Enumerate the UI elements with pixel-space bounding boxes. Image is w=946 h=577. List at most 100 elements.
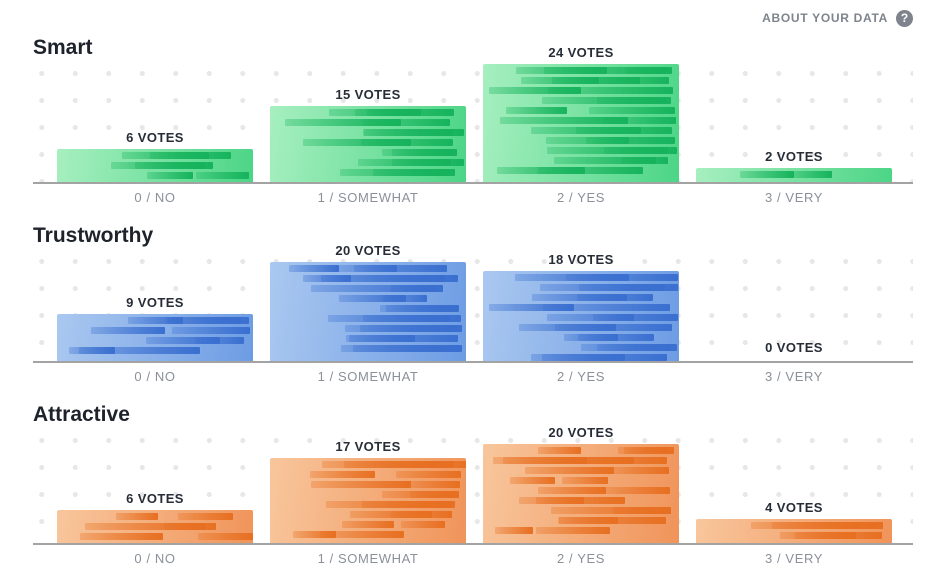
axis-labels: 0 / NO 1 / SOMEWHAT 2 / YES 3 / VERY	[33, 184, 913, 210]
plot-area: 6 VOTES 17 VOTES 20 VOTES 4 VOTES	[33, 425, 913, 545]
vote-streak	[506, 107, 567, 114]
bar-2-yes[interactable]	[483, 271, 679, 361]
vote-streak	[166, 317, 249, 324]
axis-labels: 0 / NO 1 / SOMEWHAT 2 / YES 3 / VERY	[33, 363, 913, 389]
vote-count-label: 6 VOTES	[126, 130, 184, 145]
vote-streak	[542, 97, 667, 104]
vote-streak	[311, 481, 411, 488]
vote-streak	[391, 285, 436, 292]
axis-label-2-yes: 2 / YES	[556, 551, 606, 566]
vote-streak	[339, 295, 406, 302]
vote-streak	[196, 172, 249, 179]
bar-0-no[interactable]	[57, 314, 253, 361]
vote-streak	[320, 531, 404, 538]
vote-streak	[85, 523, 206, 530]
vote-streak	[751, 522, 883, 529]
vote-streak	[322, 461, 439, 468]
axis-label-2-yes: 2 / YES	[556, 190, 606, 205]
vote-streak	[346, 335, 415, 342]
vote-streak	[128, 317, 183, 324]
bar-2-yes[interactable]	[483, 64, 679, 182]
vote-streak	[586, 137, 629, 144]
vote-streak	[566, 274, 678, 281]
vote-streak	[135, 162, 213, 169]
vote-count-label: 20 VOTES	[335, 243, 401, 258]
vote-streak	[303, 139, 411, 146]
axis-label-1-somewhat: 1 / SOMEWHAT	[317, 190, 419, 205]
vote-streak	[373, 169, 449, 176]
axis-label-2-yes: 2 / YES	[556, 369, 606, 384]
vote-streak	[364, 129, 453, 136]
bar-0-no[interactable]	[57, 510, 253, 543]
axis-label-0-no: 0 / NO	[134, 190, 176, 205]
about-your-data-link[interactable]: ABOUT YOUR DATA	[762, 11, 888, 25]
axis-label-3-very: 3 / VERY	[764, 190, 824, 205]
vote-streak	[360, 325, 462, 332]
chart-sections: Smart 6 VOTES 15 VOTES 24 VOTES 2 VOTES 0 / N…	[33, 34, 913, 571]
vote-count-label: 4 VOTES	[765, 500, 823, 515]
vote-streak	[536, 527, 610, 534]
vote-streak	[336, 265, 447, 272]
vote-streak	[310, 471, 375, 478]
bar-1-somewhat[interactable]	[270, 262, 466, 361]
vote-streak	[519, 324, 616, 331]
vote-streak	[625, 67, 672, 74]
vote-streak	[150, 152, 231, 159]
vote-streak	[497, 167, 585, 174]
vote-streak	[396, 471, 461, 478]
vote-streak	[489, 87, 581, 94]
vote-streak	[519, 497, 625, 504]
bar-0-no[interactable]	[57, 149, 253, 182]
bar-1-somewhat[interactable]	[270, 106, 466, 182]
vote-streak	[558, 517, 618, 524]
vote-streak	[554, 157, 656, 164]
vote-streak	[538, 447, 581, 454]
vote-streak	[525, 467, 614, 474]
bar-1-somewhat[interactable]	[270, 458, 466, 543]
vote-streak	[579, 284, 678, 291]
vote-streak	[740, 171, 794, 178]
bar-2-yes[interactable]	[483, 444, 679, 543]
vote-streak	[593, 314, 634, 321]
vote-count-label: 15 VOTES	[335, 87, 401, 102]
vote-streak	[624, 447, 669, 454]
bar-3-very[interactable]	[696, 168, 892, 182]
vote-streak	[311, 285, 443, 292]
axis-label-3-very: 3 / VERY	[764, 369, 824, 384]
vote-streak	[172, 327, 250, 334]
vote-streak	[548, 87, 673, 94]
vote-streak	[597, 344, 671, 351]
vote-streak	[516, 67, 607, 74]
axis-label-1-somewhat: 1 / SOMEWHAT	[317, 369, 419, 384]
vote-streak	[589, 107, 675, 114]
vote-count-label: 9 VOTES	[126, 295, 184, 310]
vote-count-label: 2 VOTES	[765, 149, 823, 164]
vote-count-label: 24 VOTES	[548, 45, 614, 60]
vote-streak	[116, 513, 158, 520]
axis-label-3-very: 3 / VERY	[764, 551, 824, 566]
vote-streak	[321, 275, 445, 282]
chart-section-attractive: Attractive 6 VOTES 17 VOTES 20 VOTES 4 VOTES…	[33, 401, 913, 571]
axis-label-0-no: 0 / NO	[134, 369, 176, 384]
vote-streak	[326, 501, 451, 508]
bar-3-very[interactable]	[696, 519, 892, 543]
vote-streak	[521, 77, 599, 84]
question-mark-icon[interactable]: ?	[896, 9, 913, 27]
vote-streak	[531, 127, 641, 134]
vote-streak	[538, 167, 643, 174]
header: ABOUT YOUR DATA ?	[33, 8, 913, 28]
vote-streak	[401, 521, 445, 528]
vote-streak	[500, 117, 628, 124]
vote-count-label: 20 VOTES	[548, 425, 614, 440]
vote-streak	[621, 157, 668, 164]
vote-streak	[363, 119, 450, 126]
vote-streak	[547, 147, 668, 154]
vote-streak	[350, 511, 432, 518]
vote-streak	[604, 487, 670, 494]
vote-count-label: 18 VOTES	[548, 252, 614, 267]
chart-section-smart: Smart 6 VOTES 15 VOTES 24 VOTES 2 VOTES 0 / N…	[33, 34, 913, 210]
vote-streak	[392, 149, 457, 156]
vote-streak	[358, 159, 451, 166]
vote-streak	[342, 521, 394, 528]
plot-area: 6 VOTES 15 VOTES 24 VOTES 2 VOTES	[33, 45, 913, 184]
